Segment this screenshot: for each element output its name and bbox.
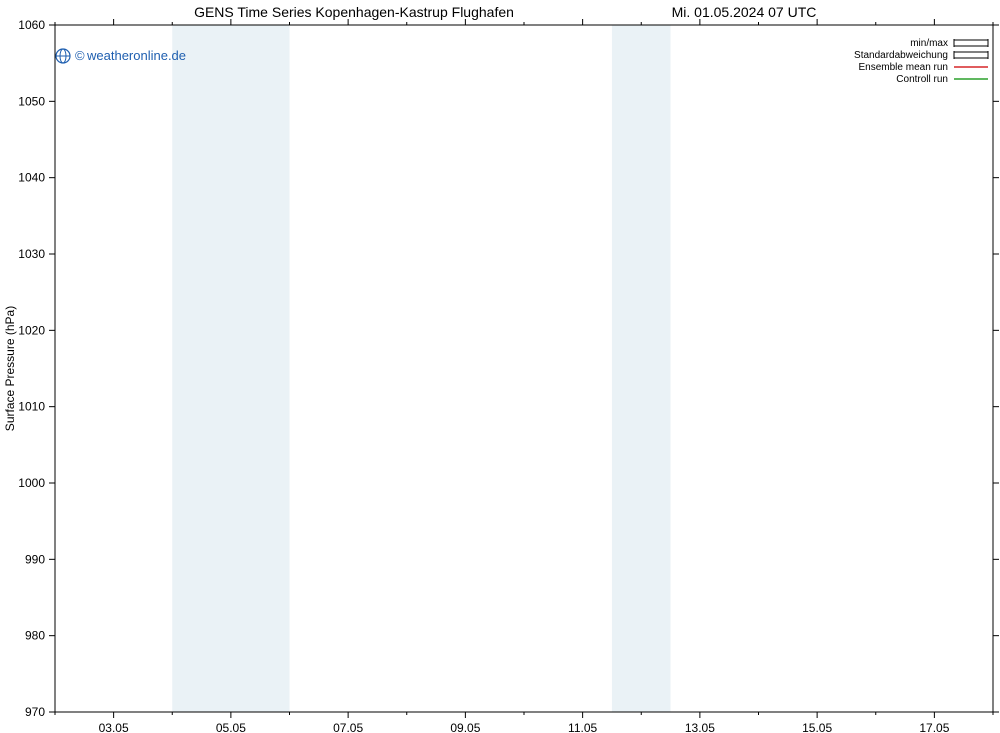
- y-tick-label: 990: [25, 552, 45, 566]
- y-tick-label: 980: [25, 629, 45, 643]
- watermark-copyright: ©: [75, 48, 85, 63]
- x-tick-label: 13.05: [685, 721, 715, 733]
- chart-bg: [0, 0, 1000, 733]
- shaded-band-1: [612, 25, 671, 712]
- y-tick-label: 1060: [18, 18, 45, 32]
- chart-container: 970 980 990 1000 1010 1020 1030 1040 1050 1060 03.…: [0, 0, 1000, 733]
- x-tick-label: 17.05: [919, 721, 949, 733]
- y-tick-label: 970: [25, 705, 45, 719]
- x-tick-label: 11.05: [568, 721, 597, 733]
- pressure-chart: 970 980 990 1000 1010 1020 1030 1040 1050 1060 03.…: [0, 0, 1000, 733]
- chart-title-right: Mi. 01.05.2024 07 UTC: [672, 4, 817, 20]
- chart-title-left: GENS Time Series Kopenhagen-Kastrup Flug…: [194, 4, 514, 20]
- x-tick-label: 15.05: [802, 721, 832, 733]
- y-axis-label: Surface Pressure (hPa): [3, 306, 17, 431]
- legend-label: Standardabweichung: [854, 50, 948, 61]
- legend-label: min/max: [910, 38, 948, 49]
- y-tick-label: 1050: [18, 94, 45, 108]
- y-tick-label: 1000: [18, 476, 45, 490]
- y-tick-label: 1040: [18, 171, 45, 185]
- watermark: ©weatheronline.de: [56, 48, 186, 63]
- legend-label: Ensemble mean run: [859, 62, 949, 73]
- y-tick-label: 1030: [18, 247, 45, 261]
- x-tick-label: 05.05: [216, 721, 246, 733]
- y-tick-label: 1020: [18, 323, 45, 337]
- x-tick-label: 07.05: [333, 721, 363, 733]
- legend-label: Controll run: [896, 74, 948, 85]
- watermark-text: weatheronline.de: [86, 48, 186, 63]
- x-tick-label: 03.05: [99, 721, 129, 733]
- x-tick-label: 09.05: [450, 721, 480, 733]
- shaded-band-0: [172, 25, 289, 712]
- y-tick-label: 1010: [18, 400, 45, 414]
